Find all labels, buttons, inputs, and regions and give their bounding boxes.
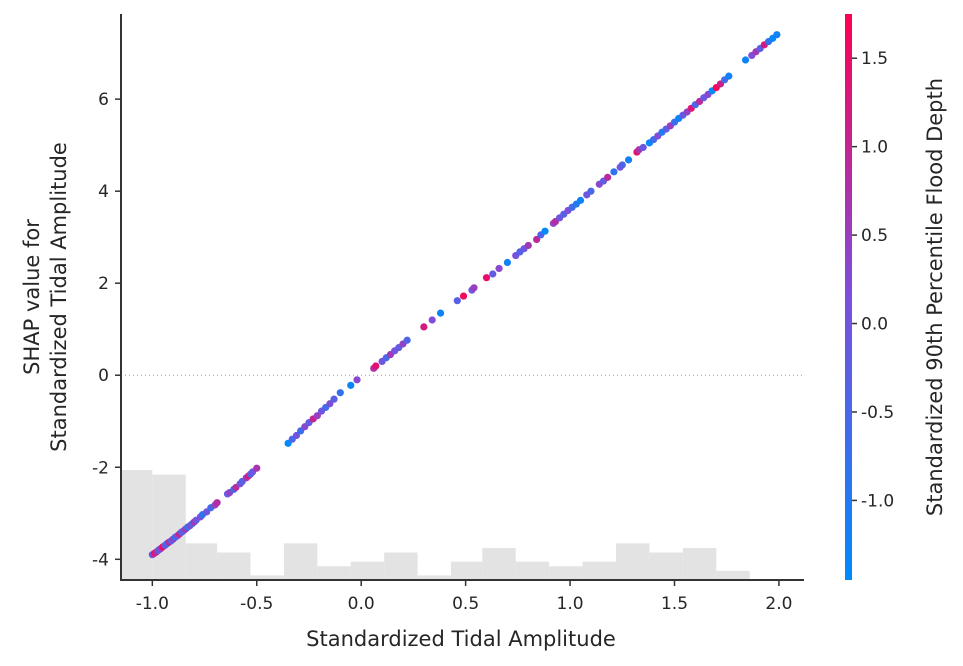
- histogram-bar: [317, 566, 351, 580]
- histogram-bar: [716, 570, 750, 580]
- y-axis-label-line2: Standardized Tidal Amplitude: [47, 142, 71, 452]
- histogram-bar: [185, 543, 218, 580]
- histogram-bar: [616, 543, 650, 580]
- colorbar-tick-label: 0.0: [861, 315, 888, 335]
- scatter-point: [372, 362, 380, 370]
- scatter-point: [353, 376, 361, 384]
- scatter-point: [587, 187, 595, 195]
- y-axis-label-line1: SHAP value for: [20, 219, 44, 375]
- x-tick-label: 0.5: [452, 594, 479, 614]
- scatter-point: [541, 227, 549, 235]
- scatter-point: [725, 72, 733, 80]
- histogram-bar: [515, 561, 550, 580]
- y-tick-label: -2: [92, 458, 109, 478]
- scatter-point: [482, 274, 491, 282]
- colorbar-tick-label: 1.5: [861, 49, 888, 69]
- colorbar-label: Standardized 90th Percentile Flood Depth: [923, 78, 947, 516]
- colorbar-tick-label: 1.0: [861, 138, 888, 158]
- histogram-bar: [152, 474, 186, 580]
- scatter-point: [503, 258, 512, 267]
- scatter-point: [610, 168, 618, 176]
- x-axis-ticks: -1.0 -0.5 0.0 0.5 1.0 1.5 2.0: [136, 580, 792, 614]
- scatter-point: [489, 270, 497, 278]
- x-tick-label: 1.0: [557, 594, 584, 614]
- x-tick-label: -1.0: [136, 594, 169, 614]
- scatter-point: [618, 161, 626, 169]
- colorbar-tick-label: -1.0: [861, 491, 894, 511]
- scatter-point: [420, 323, 428, 331]
- scatter-point: [576, 196, 585, 204]
- histogram-bar: [682, 547, 717, 580]
- x-tick-label: -0.5: [240, 594, 273, 614]
- histogram-bar: [283, 543, 318, 580]
- x-tick-label: 1.5: [661, 594, 688, 614]
- y-tick-label: 2: [98, 274, 109, 294]
- scatter-point: [213, 499, 221, 507]
- scatter-point: [533, 235, 541, 244]
- histogram-bar: [549, 566, 583, 580]
- colorbar-tick-label: -0.5: [861, 403, 894, 423]
- x-axis-label: Standardized Tidal Amplitude: [306, 627, 616, 651]
- colorbar-tick-label: 0.5: [861, 226, 888, 246]
- x-tick-label: 2.0: [765, 594, 792, 614]
- feature-histogram: [121, 470, 750, 580]
- histogram-bar: [451, 561, 483, 580]
- scatter-point: [403, 336, 411, 344]
- scatter-point: [773, 31, 781, 39]
- y-tick-label: -4: [92, 550, 109, 570]
- scatter-point: [330, 395, 338, 403]
- histogram-bar: [121, 470, 153, 580]
- scatter-point: [741, 56, 750, 64]
- histogram-bar: [649, 552, 683, 580]
- scatter-point: [453, 297, 461, 305]
- scatter-point: [313, 412, 321, 420]
- scatter-point: [428, 316, 436, 324]
- histogram-bar: [250, 575, 284, 580]
- colorbar: [845, 14, 852, 580]
- scatter-point: [253, 464, 261, 472]
- x-tick-label: 0.0: [348, 594, 375, 614]
- scatter-points: [148, 31, 781, 559]
- histogram-bar: [482, 547, 516, 580]
- histogram-bar: [350, 561, 385, 580]
- scatter-point: [336, 389, 344, 397]
- scatter-point: [624, 156, 633, 164]
- histogram-bar: [217, 552, 251, 580]
- scatter-point: [347, 381, 355, 389]
- y-tick-label: 0: [98, 366, 109, 386]
- scatter-point: [604, 173, 612, 181]
- scatter-point: [436, 309, 445, 317]
- colorbar-ticks: -1.0 -0.5 0.0 0.5 1.0 1.5: [852, 49, 894, 511]
- scatter-point: [459, 292, 468, 300]
- histogram-bar: [384, 552, 418, 580]
- y-tick-label: 6: [98, 90, 109, 110]
- scatter-point: [470, 284, 478, 292]
- y-tick-label: 4: [98, 182, 109, 202]
- scatter-point: [495, 264, 503, 273]
- histogram-bar: [582, 561, 617, 580]
- y-axis-ticks: -4 -2 0 2 4 6: [92, 90, 121, 570]
- histogram-bar: [417, 575, 452, 580]
- scatter-point: [326, 400, 334, 408]
- scatter-point: [639, 143, 647, 152]
- scatter-point: [524, 241, 532, 250]
- scatter-point: [292, 431, 301, 440]
